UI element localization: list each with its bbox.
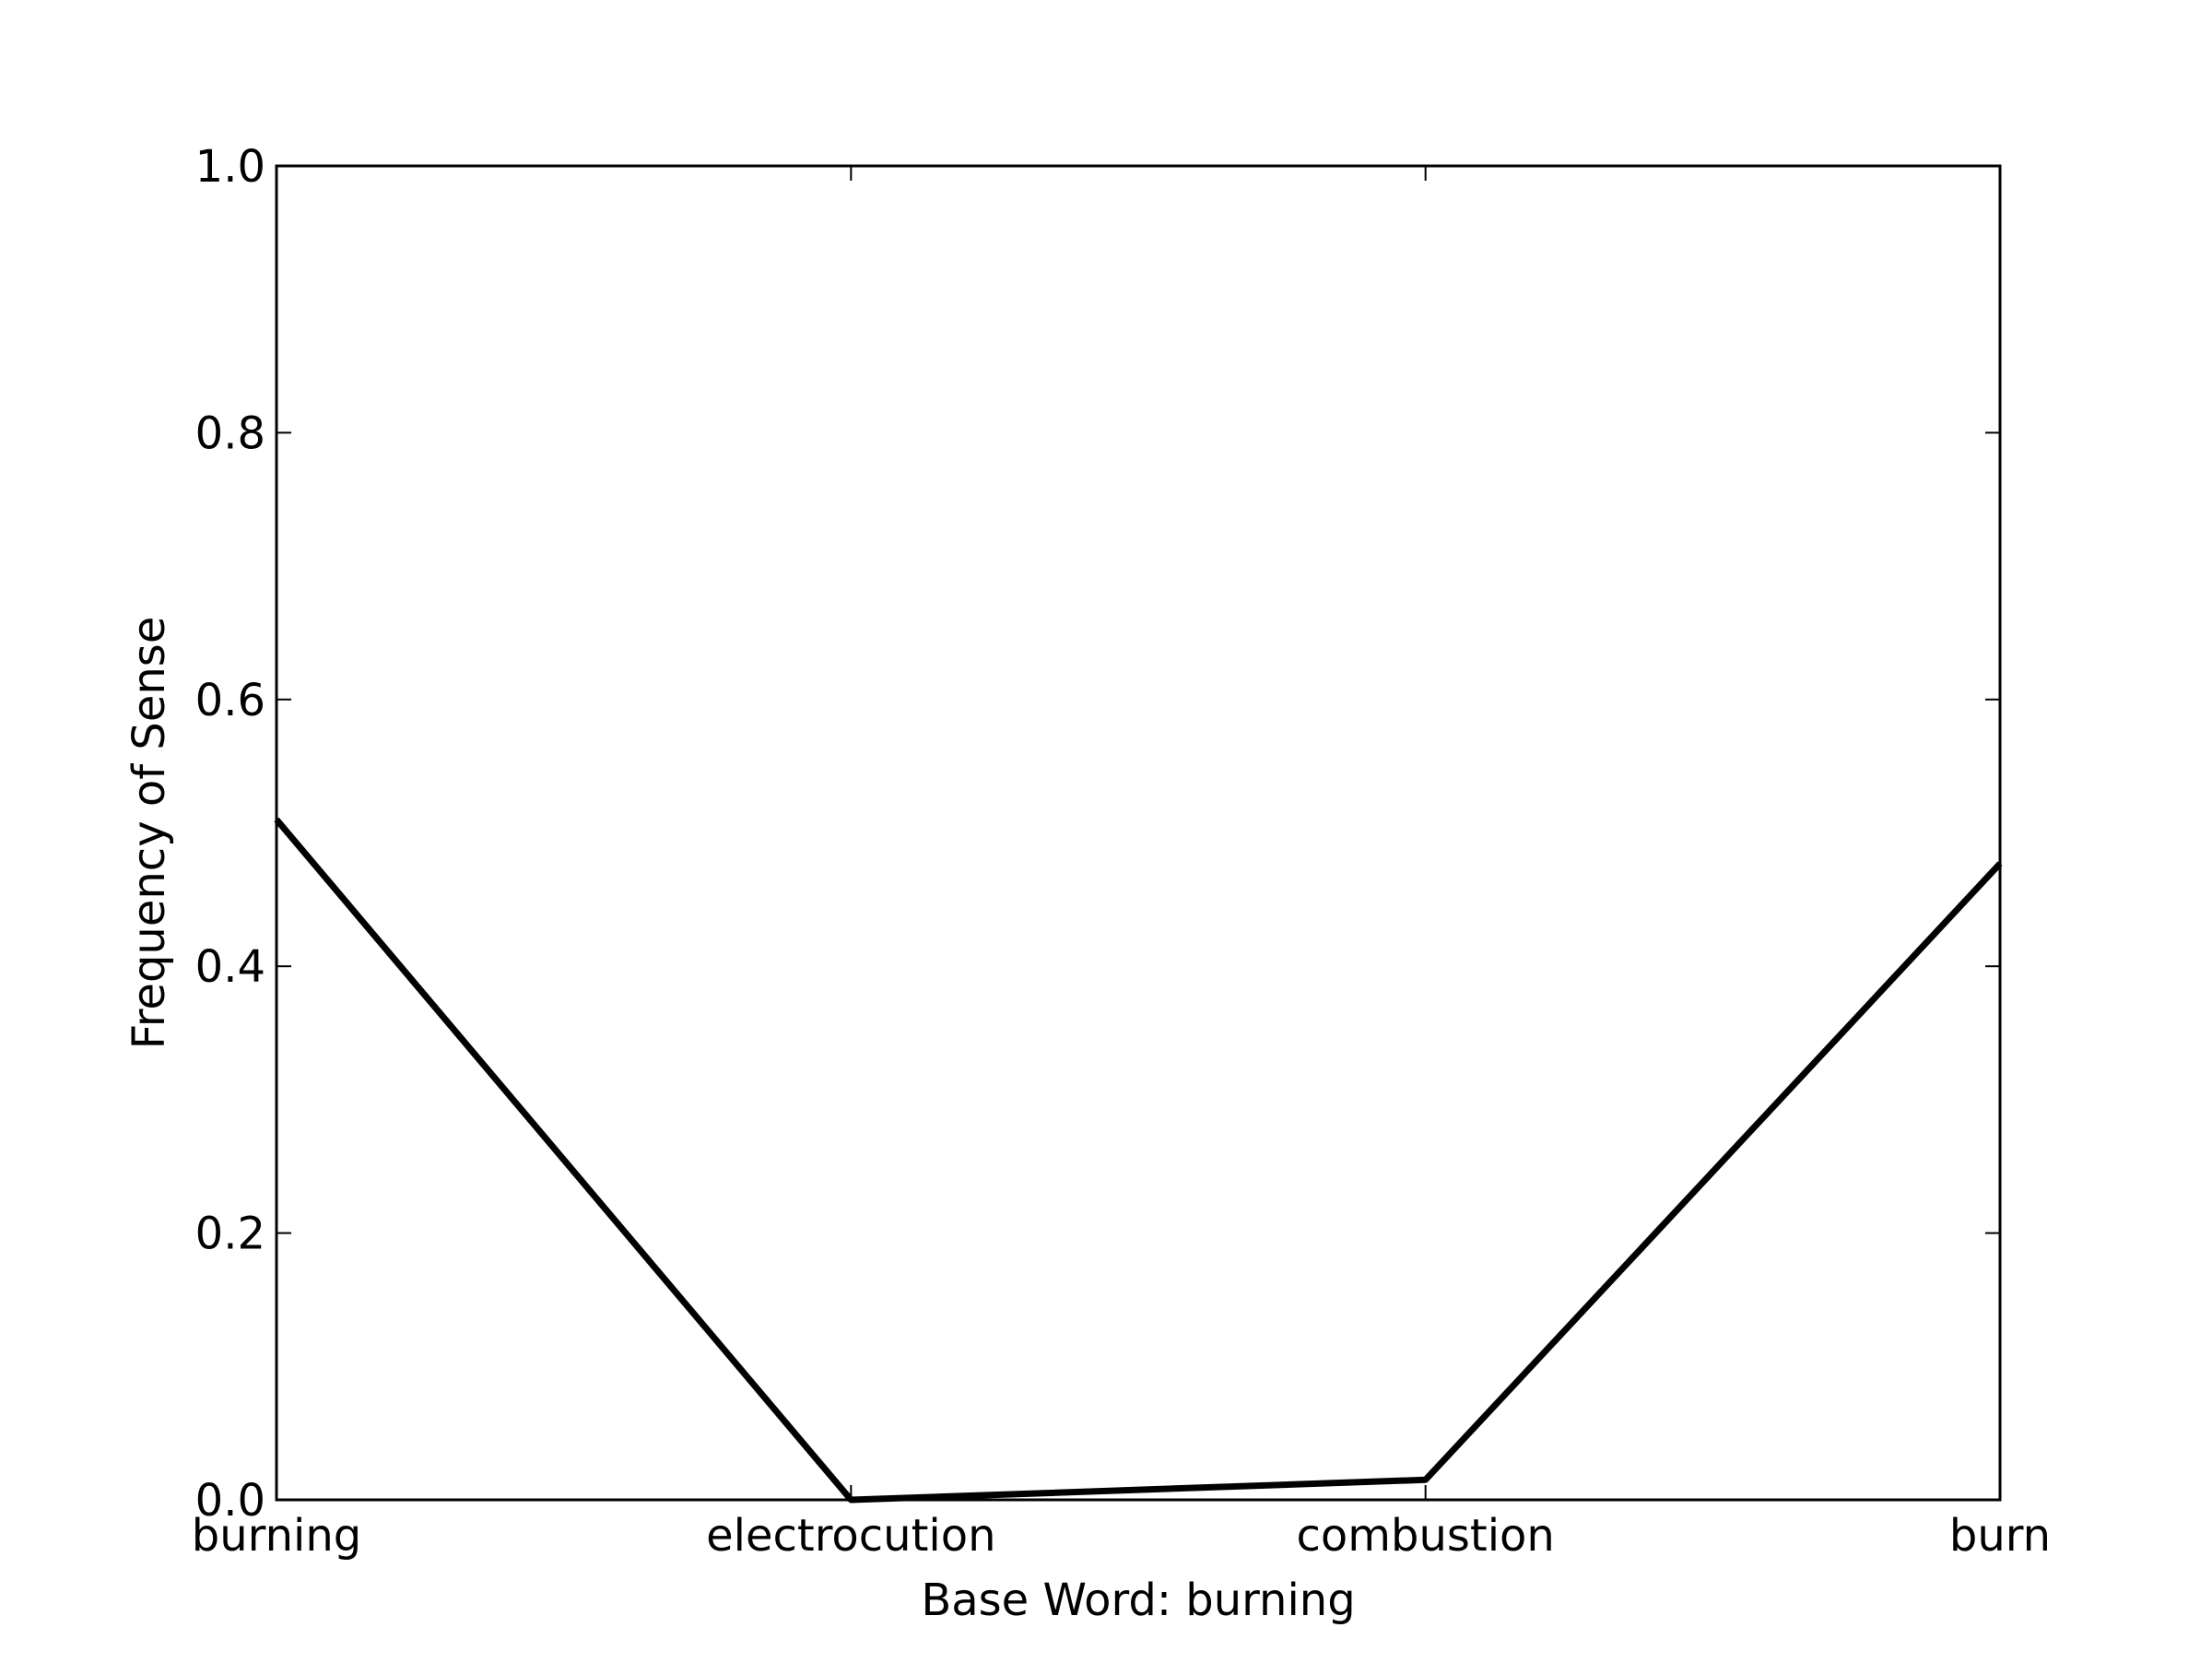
x-tick-label-combustion: combustion — [1296, 1510, 1554, 1562]
y-tick-label: 0.6 — [195, 675, 265, 726]
x-tick-label-electrocution: electrocution — [706, 1510, 995, 1562]
y-tick-label: 1.0 — [195, 141, 265, 193]
series-line-0 — [274, 817, 2003, 1504]
y-tick-label: 0.4 — [195, 941, 265, 993]
plot-frame — [275, 164, 2002, 1502]
x-tick-label-burning: burning — [192, 1510, 361, 1562]
y-tick-label: 0.8 — [195, 407, 265, 459]
y-tick-label: 0.2 — [195, 1209, 265, 1260]
ticks-layer: 0.0 0.2 0.4 0.6 0.8 1.0 burning electrocution co… — [192, 141, 2051, 1562]
x-axis-label: Base Word: burning — [921, 1575, 1355, 1626]
y-axis-label: Frequency of Sense — [124, 617, 175, 1050]
marks-layer — [274, 817, 2003, 1504]
y-tick-label: 0.0 — [195, 1475, 265, 1527]
x-tick-label-burn: burn — [1949, 1510, 2051, 1562]
